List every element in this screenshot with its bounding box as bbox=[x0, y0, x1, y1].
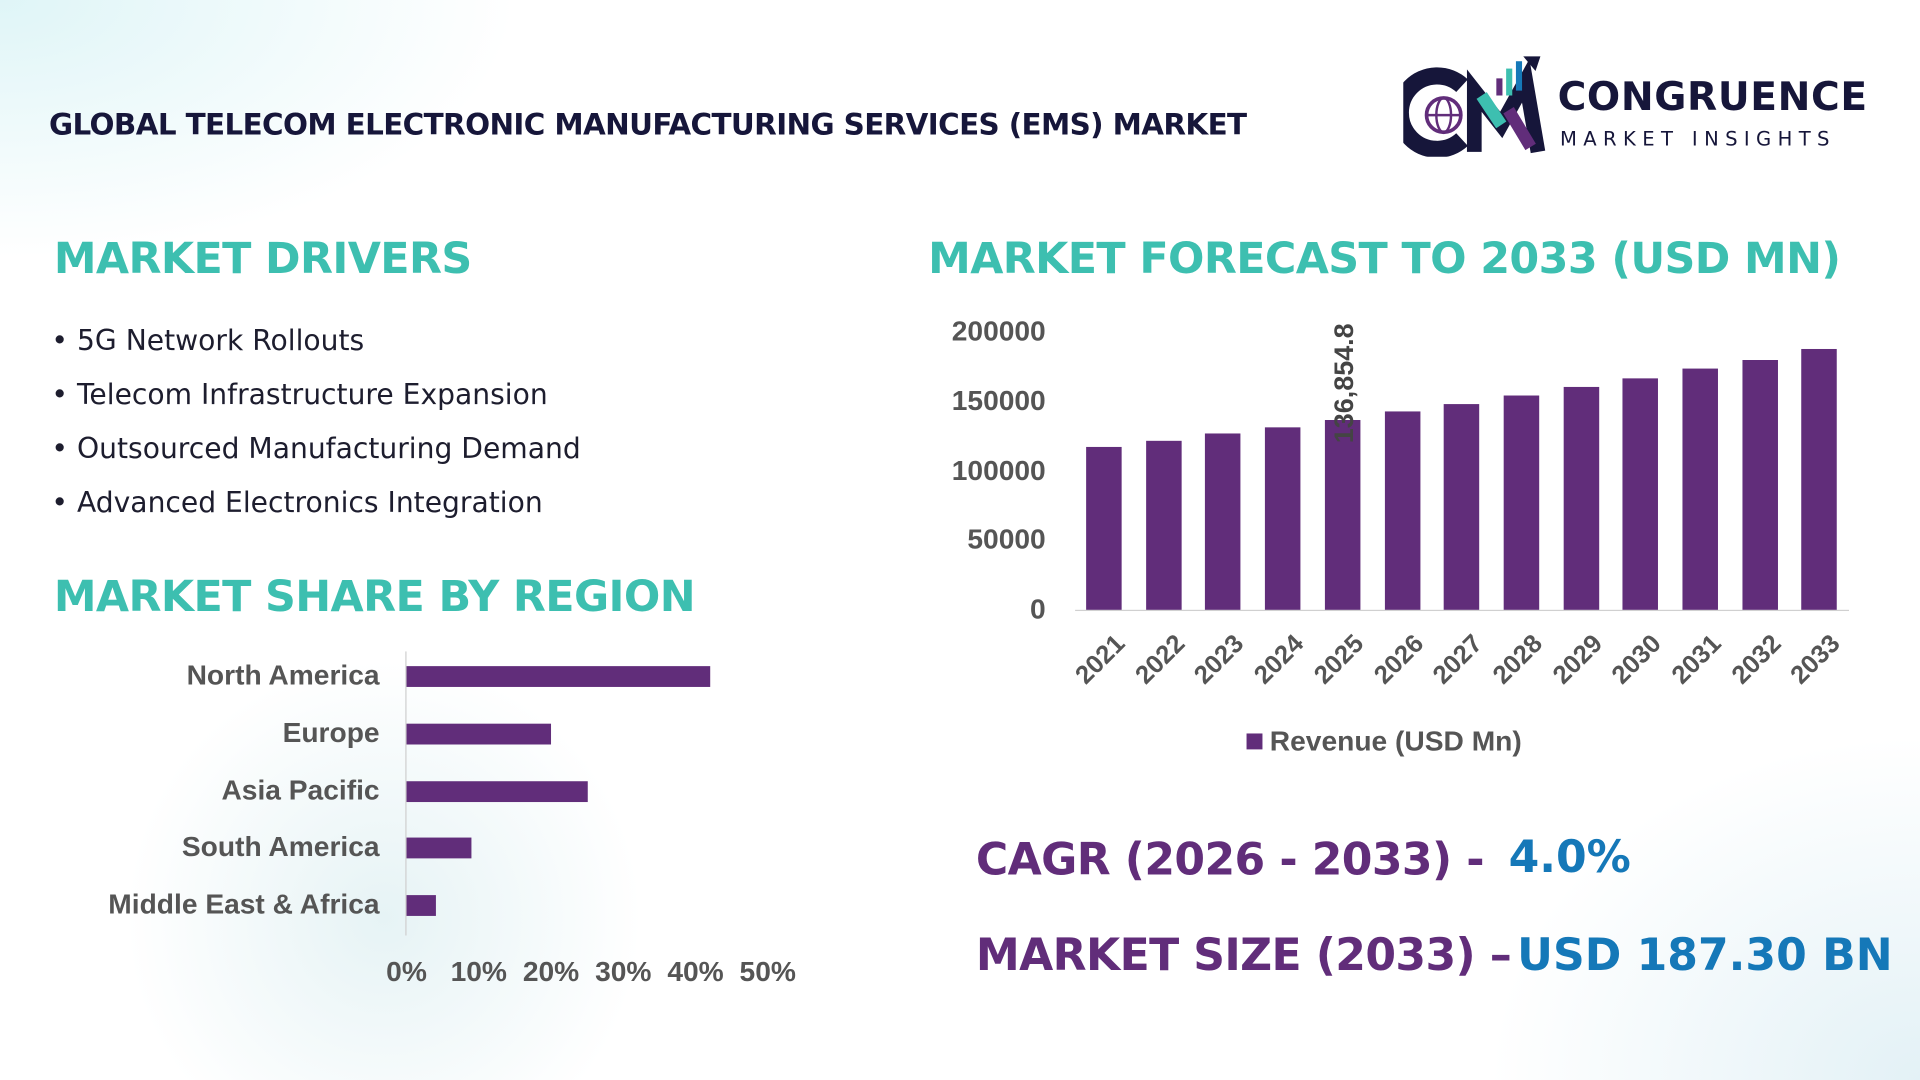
x-tick-label: 2021 bbox=[1070, 629, 1131, 690]
region-label: North America bbox=[186, 658, 380, 691]
x-tick-label: 20% bbox=[522, 955, 580, 987]
region-bar bbox=[406, 895, 436, 917]
x-tick-label: 30% bbox=[595, 955, 652, 987]
forecast-bar bbox=[1742, 359, 1778, 610]
data-label: 136,854.8 bbox=[1328, 323, 1359, 444]
y-tick-label: 50000 bbox=[967, 523, 1046, 556]
x-tick-label: 50% bbox=[739, 955, 796, 987]
cagr-label: CAGR (2026 - 2033) - bbox=[975, 835, 1485, 886]
x-tick-label: 0% bbox=[386, 955, 427, 987]
region-label: Asia Pacific bbox=[221, 773, 380, 806]
forecast-bar bbox=[1265, 426, 1301, 610]
logo-tagline: MARKET INSIGHTS bbox=[1560, 127, 1836, 151]
region-label: South America bbox=[181, 830, 380, 863]
x-tick-label: 2028 bbox=[1487, 629, 1548, 690]
x-tick-label: 2023 bbox=[1189, 629, 1250, 690]
driver-item: • Telecom Infrastructure Expansion bbox=[51, 379, 548, 412]
region-bar bbox=[406, 723, 552, 745]
cagr-value: 4.0% bbox=[1508, 832, 1631, 883]
x-tick-label: 2027 bbox=[1427, 629, 1489, 690]
y-tick-label: 0 bbox=[1030, 592, 1046, 625]
logo bbox=[1391, 54, 1547, 158]
x-tick-label: 10% bbox=[450, 955, 507, 987]
x-tick-label: 2033 bbox=[1785, 629, 1847, 690]
forecast-bar bbox=[1801, 349, 1838, 610]
x-tick-label: 2031 bbox=[1666, 629, 1727, 690]
y-tick-label: 100000 bbox=[951, 453, 1046, 486]
forecast-bar bbox=[1086, 447, 1122, 610]
legend-label: Revenue (USD Mn) bbox=[1269, 724, 1522, 757]
x-tick-label: 2025 bbox=[1308, 629, 1370, 690]
driver-item: • Advanced Electronics Integration bbox=[51, 487, 543, 520]
x-tick-label: 2026 bbox=[1368, 629, 1429, 690]
legend: Revenue (USD Mn) bbox=[1246, 724, 1522, 758]
x-tick-label: 2029 bbox=[1547, 629, 1608, 690]
forecast-bar bbox=[1205, 433, 1241, 610]
x-tick-label: 2022 bbox=[1129, 629, 1191, 690]
x-tick-label: 2032 bbox=[1726, 629, 1787, 690]
y-tick-label: 200000 bbox=[951, 314, 1046, 347]
region-title: MARKET SHARE BY REGION bbox=[53, 573, 696, 623]
x-tick-label: 40% bbox=[667, 955, 724, 987]
forecast-bar bbox=[1443, 404, 1480, 610]
x-tick-label: 2030 bbox=[1606, 629, 1668, 690]
logo-icon bbox=[1391, 56, 1546, 158]
forecast-bar bbox=[1622, 378, 1659, 610]
forecast-bar bbox=[1503, 395, 1540, 610]
logo-name: CONGRUENCE bbox=[1557, 73, 1868, 121]
region-label: Europe bbox=[282, 716, 380, 748]
market-size-label: MARKET SIZE (2033) – bbox=[975, 930, 1512, 981]
x-tick-label: 2024 bbox=[1249, 629, 1310, 690]
y-axis-line bbox=[405, 651, 407, 936]
legend-swatch bbox=[1246, 733, 1263, 750]
x-axis-line bbox=[1075, 609, 1849, 612]
forecast-bar bbox=[1145, 440, 1182, 610]
forecast-bar bbox=[1384, 411, 1420, 610]
driver-item: • 5G Network Rollouts bbox=[51, 325, 365, 358]
y-tick-label: 150000 bbox=[951, 384, 1046, 417]
market-size-value: USD 187.30 BN bbox=[1517, 930, 1893, 981]
driver-item: • Outsourced Manufacturing Demand bbox=[51, 433, 581, 466]
region-label: Middle East & Africa bbox=[108, 887, 380, 920]
forecast-bar bbox=[1682, 369, 1718, 610]
region-bar bbox=[406, 666, 710, 687]
drivers-title: MARKET DRIVERS bbox=[53, 235, 472, 285]
forecast-title: MARKET FORECAST TO 2033 (USD MN) bbox=[928, 235, 1841, 285]
region-bar bbox=[406, 780, 588, 802]
main-title: GLOBAL TELECOM ELECTRONIC MANUFACTURING … bbox=[48, 107, 1247, 143]
region-bar bbox=[406, 838, 472, 859]
forecast-bar bbox=[1563, 387, 1599, 610]
forecast-bar bbox=[1324, 419, 1361, 610]
